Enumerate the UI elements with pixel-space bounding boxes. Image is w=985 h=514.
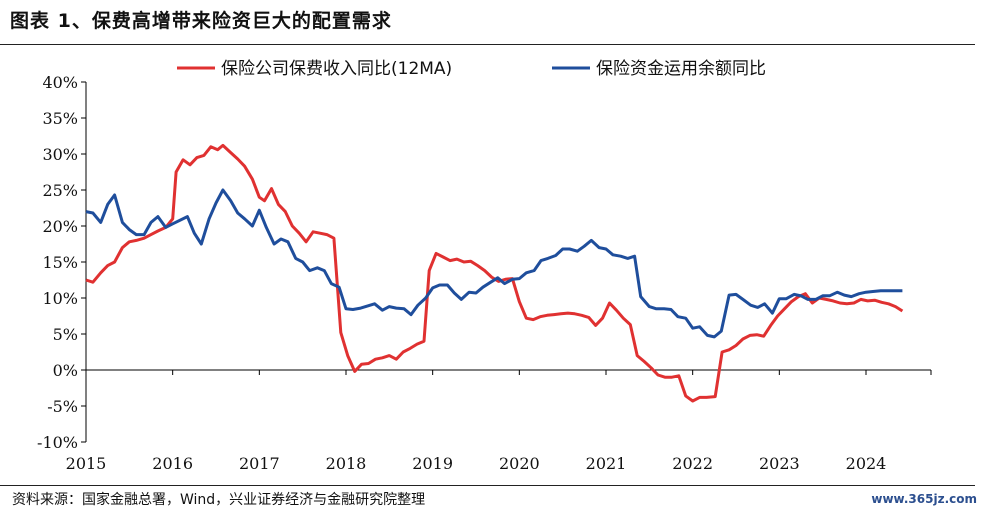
legend: 保险公司保费收入同比(12MA) 保险资金运用余额同比 (177, 59, 766, 79)
x-tick-label: 2022 (672, 454, 713, 473)
legend-label: 保险资金运用余额同比 (596, 59, 766, 79)
x-tick-label: 2015 (66, 454, 107, 473)
x-tick-label: 2016 (152, 454, 193, 473)
y-tick-label: 20% (42, 217, 78, 236)
footer-divider (0, 485, 975, 486)
x-tick-label: 2021 (586, 454, 627, 473)
y-tick-label: -10% (37, 433, 78, 452)
y-tick-label: 5% (53, 325, 78, 344)
x-tick-label: 2019 (412, 454, 453, 473)
chart-title: 图表 1、保费高增带来险资巨大的配置需求 (10, 10, 392, 32)
legend-label: 保险公司保费收入同比(12MA) (221, 59, 452, 79)
series-layer (85, 143, 904, 403)
title-divider (0, 44, 975, 45)
series-premium-income-line (85, 143, 904, 403)
y-tick-label: 25% (42, 181, 78, 200)
y-tick-label: 10% (42, 289, 78, 308)
series-fund-balance-line (85, 188, 903, 339)
x-tick-label: 2018 (326, 454, 367, 473)
y-tick-label: 15% (42, 253, 78, 272)
x-tick-label: 2020 (499, 454, 540, 473)
y-tick-label: 30% (42, 145, 78, 164)
line-chart: 保险公司保费收入同比(12MA) 保险资金运用余额同比 -10% -5% 0% 5% 10… (37, 59, 932, 473)
x-tick-label: 2023 (759, 454, 800, 473)
y-tick-label: 35% (42, 109, 78, 128)
y-axis: -10% -5% 0% 5% 10% 15% 20% 25% 30% 35% 40% (37, 73, 87, 452)
x-axis: 2015 2016 2017 2018 2019 2020 2021 2022 2023 2024 (66, 369, 932, 473)
x-tick-label: 2024 (846, 454, 887, 473)
watermark: www.365jz.com (871, 492, 977, 506)
y-tick-label: -5% (47, 397, 78, 416)
y-tick-label: 40% (42, 73, 78, 92)
x-tick-label: 2017 (239, 454, 280, 473)
source-note: 资料来源：国家金融总署，Wind，兴业证券经济与金融研究院整理 (12, 492, 426, 508)
y-tick-label: 0% (53, 361, 78, 380)
